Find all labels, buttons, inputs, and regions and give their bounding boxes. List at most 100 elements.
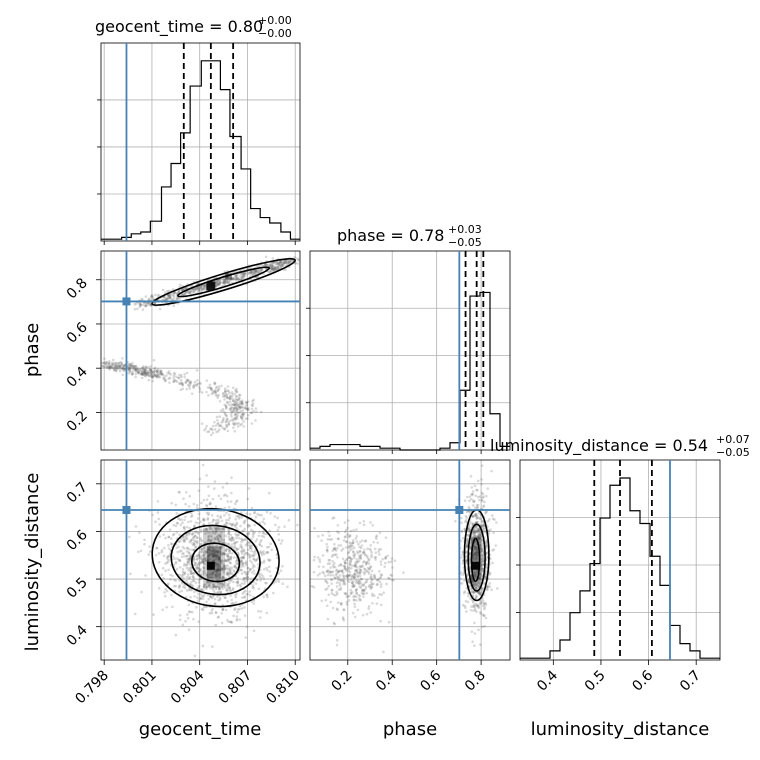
sample-point — [197, 578, 201, 582]
sample-point — [223, 427, 226, 431]
sample-point — [274, 266, 277, 270]
sample-point — [163, 291, 167, 294]
sample-point — [111, 361, 114, 365]
sample-point — [108, 365, 112, 369]
sample-point — [362, 595, 365, 598]
sample-point — [296, 257, 299, 260]
sample-point — [139, 303, 143, 307]
sample-point — [222, 410, 225, 413]
panel-distance-vs-phase — [309, 459, 511, 661]
sample-point — [221, 281, 225, 284]
sample-point — [279, 542, 283, 545]
sample-point — [262, 530, 265, 533]
sample-point — [280, 539, 284, 542]
sample-point — [340, 569, 344, 572]
sample-point — [169, 296, 172, 299]
sample-point — [229, 419, 232, 423]
sample-point — [225, 481, 229, 485]
sample-point — [202, 569, 205, 573]
sample-point — [192, 617, 195, 621]
sample-point — [244, 589, 247, 593]
sample-point — [236, 273, 239, 276]
sample-point — [115, 366, 118, 370]
sample-point — [177, 376, 181, 379]
sample-point — [225, 396, 229, 399]
sample-point — [383, 565, 386, 568]
sample-point — [122, 364, 126, 368]
sample-point — [225, 572, 229, 575]
sample-point — [201, 287, 204, 291]
sample-point — [145, 372, 149, 375]
sample-point — [119, 364, 122, 367]
sample-point — [269, 511, 272, 515]
sample-point — [207, 539, 211, 542]
sample-point — [278, 264, 282, 268]
sample-point — [286, 585, 289, 589]
sample-point — [143, 304, 147, 308]
sample-point — [228, 397, 232, 401]
sample-point — [297, 258, 301, 262]
sample-point — [130, 373, 134, 376]
sample-point — [115, 367, 118, 371]
sample-point — [286, 261, 289, 265]
sample-point — [484, 616, 488, 620]
sample-point — [278, 260, 282, 264]
sample-point — [202, 586, 206, 589]
sample-point — [152, 613, 155, 616]
sample-point — [235, 405, 238, 409]
sample-point — [254, 419, 257, 422]
sample-point — [227, 558, 230, 562]
sample-point — [155, 546, 158, 550]
sample-point — [231, 386, 235, 390]
sample-point — [144, 365, 148, 369]
sample-point — [230, 410, 234, 414]
sample-point — [178, 491, 181, 494]
sample-point — [228, 549, 232, 553]
sample-point — [118, 365, 121, 369]
histogram-step — [101, 60, 300, 240]
sample-point — [368, 547, 372, 551]
sample-point — [204, 288, 207, 292]
sample-point — [188, 610, 192, 614]
sample-point — [199, 288, 202, 291]
sample-point — [281, 262, 284, 265]
sample-point — [158, 307, 162, 311]
sample-point — [361, 539, 364, 542]
sample-point — [231, 276, 234, 280]
sample-point — [271, 269, 275, 272]
sample-point — [235, 390, 238, 393]
sample-point — [142, 373, 145, 376]
sample-point — [147, 297, 151, 301]
sample-point — [235, 521, 239, 525]
sample-point — [335, 643, 339, 647]
sample-point — [153, 301, 156, 305]
sample-point — [147, 298, 151, 302]
sample-point — [358, 594, 362, 598]
sample-point — [115, 364, 118, 367]
sample-point — [247, 406, 250, 410]
sample-point — [144, 372, 148, 376]
sample-point — [146, 371, 150, 375]
sample-point — [255, 558, 258, 562]
sample-point — [240, 272, 244, 276]
sample-point — [277, 262, 280, 266]
sample-point — [337, 537, 340, 541]
sample-point — [181, 521, 184, 525]
sample-point — [331, 517, 335, 520]
sample-point — [218, 598, 222, 601]
sample-point — [240, 563, 244, 567]
contour-outer — [151, 257, 296, 306]
sample-point — [260, 534, 264, 538]
sample-point — [240, 556, 244, 559]
sample-point — [121, 366, 125, 370]
sample-point — [239, 414, 243, 418]
sample-point — [251, 584, 255, 587]
sample-point — [188, 291, 192, 295]
sample-point — [128, 367, 131, 370]
sample-point — [192, 502, 196, 506]
sample-point — [136, 368, 140, 372]
sample-point — [212, 583, 215, 586]
sample-point — [217, 494, 221, 498]
sample-point — [333, 576, 337, 580]
sample-point — [211, 518, 215, 522]
